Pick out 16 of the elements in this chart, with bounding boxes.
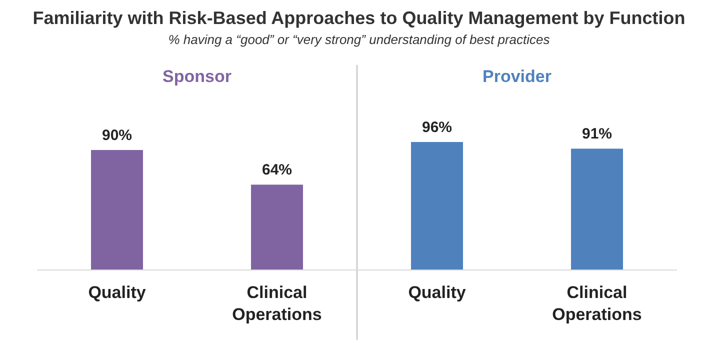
x-tick-label: Clinical Operations bbox=[552, 283, 642, 324]
text: Sponsor bbox=[162, 67, 232, 86]
x-tick-label: Clinical Operations bbox=[232, 283, 322, 324]
x-tick-label: Quality bbox=[408, 283, 466, 302]
data-label: 91% bbox=[582, 126, 612, 143]
bar bbox=[571, 148, 623, 270]
chart-subtitle: % having a “good” or “very strong” understanding of best practices bbox=[168, 32, 550, 47]
bar bbox=[251, 184, 303, 270]
text: Provider bbox=[482, 67, 552, 86]
bar bbox=[411, 142, 463, 270]
data-label: 64% bbox=[262, 162, 292, 179]
x-tick-label: Quality bbox=[88, 283, 146, 302]
data-label: 90% bbox=[102, 127, 132, 144]
data-label: 96% bbox=[422, 119, 452, 136]
chart-title: Familiarity with Risk-Based Approaches to Quality Management by Function bbox=[32, 8, 686, 28]
bar bbox=[91, 150, 143, 270]
